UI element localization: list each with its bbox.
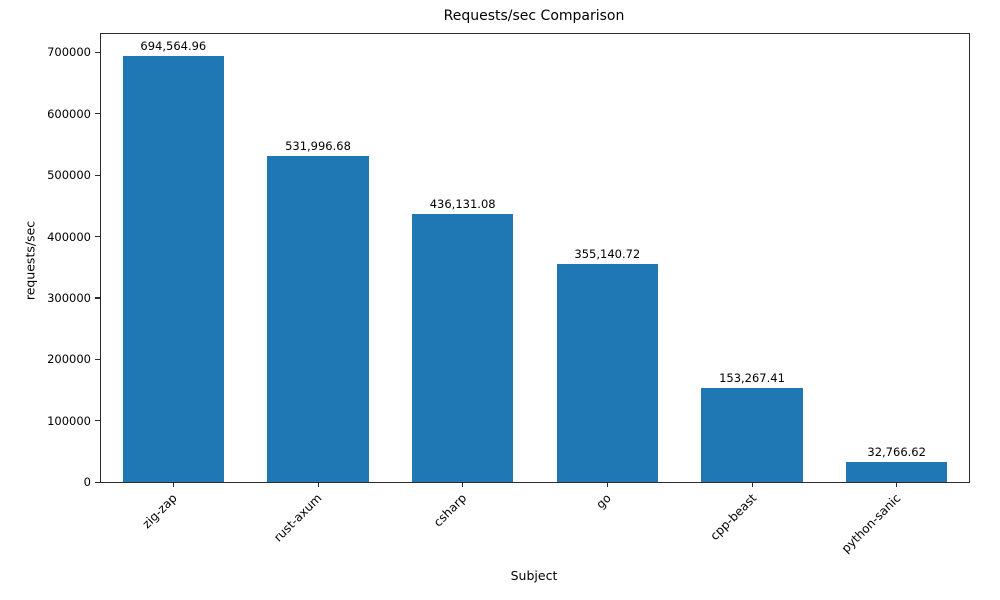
x-tick-mark	[462, 482, 464, 487]
y-tick-mark	[95, 51, 100, 54]
x-tick-mark	[317, 482, 319, 487]
chart-title: Requests/sec Comparison	[443, 8, 625, 24]
x-tick-label-text: csharp	[431, 491, 470, 530]
bar-value-label: 531,996.68	[285, 138, 351, 153]
bar-value-label: 355,140.72	[574, 247, 641, 262]
y-tick-mark	[95, 113, 100, 115]
bar-value-label: 694,564.96	[140, 38, 207, 53]
x-tick-mark	[751, 482, 753, 487]
bar-value-label: 32,766.62	[867, 444, 926, 459]
bar	[267, 155, 369, 482]
y-axis-label: requests/sec	[22, 220, 38, 301]
bar	[701, 387, 803, 482]
x-tick-label-text: zig-zap	[140, 491, 181, 532]
bar	[846, 461, 948, 482]
bar-value-label: 153,267.41	[719, 370, 785, 385]
bar-value-label: 436,131.08	[429, 197, 496, 212]
y-tick-mark	[95, 174, 100, 176]
y-tick-label: 200000	[47, 352, 91, 367]
bar	[122, 55, 224, 482]
x-axis-label: Subject	[510, 568, 558, 583]
y-tick-label: 100000	[47, 413, 91, 428]
plot-area: 0 100000 200000 300000 400000 500000 600000 700…	[47, 33, 970, 556]
y-tick-mark	[95, 481, 100, 483]
y-tick-mark	[95, 236, 100, 238]
y-tick-label: 600000	[47, 106, 91, 121]
x-tick-label-text: cpp-beast	[706, 491, 759, 543]
x-tick-mark	[172, 482, 175, 487]
x-tick-label-text: go	[593, 491, 615, 512]
y-tick-mark	[95, 297, 100, 299]
y-tick-mark	[95, 358, 100, 360]
y-tick-label: 700000	[47, 45, 91, 60]
y-tick-label: 300000	[47, 290, 91, 305]
x-tick-mark	[896, 482, 898, 487]
x-tick-label-text: rust-axum	[271, 491, 325, 545]
y-tick-label: 400000	[47, 229, 91, 244]
y-tick-label: 0	[83, 475, 91, 489]
bar	[412, 214, 514, 482]
y-tick-label: 500000	[47, 168, 91, 183]
x-tick-mark	[606, 482, 609, 487]
y-tick-mark	[95, 420, 100, 422]
bar	[556, 264, 658, 482]
x-tick-label-text: python-sanic	[838, 491, 904, 556]
